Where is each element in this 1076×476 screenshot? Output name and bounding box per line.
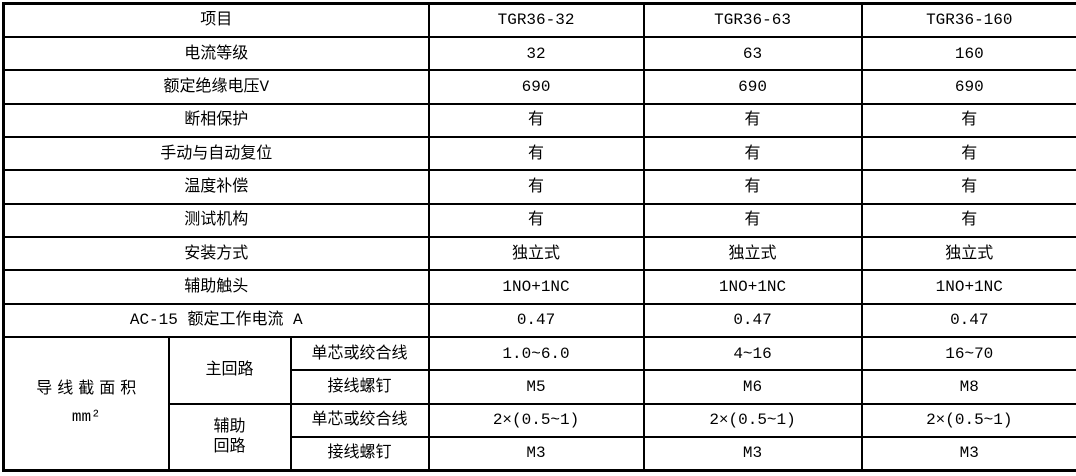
wire-type-label: 单芯或绞合线 (289, 335, 430, 372)
model-header-tgr36-160: TGR36-160 (860, 2, 1076, 38)
value-cell: 有 (642, 135, 863, 172)
wire-section-unit: mm² (71, 408, 101, 427)
table-row-header: 项目 TGR36-32 TGR36-63 TGR36-160 (2, 2, 1076, 38)
screw-label: 接线螺钉 (289, 435, 430, 472)
model-header-tgr36-32: TGR36-32 (427, 2, 645, 38)
value-cell: 独立式 (860, 235, 1076, 272)
table-row-aux-screw: 接线螺钉 M3 M3 M3 (4, 435, 1076, 472)
screw-label: 接线螺钉 (289, 369, 430, 405)
value-cell: 0.47 (427, 302, 645, 338)
row-label: 电流等级 (2, 35, 430, 72)
row-label-item: 项目 (2, 2, 430, 38)
model-header-tgr36-63: TGR36-63 (642, 2, 863, 38)
table-row-mounting-type: 安装方式 独立式 独立式 独立式 (2, 235, 1076, 272)
value-cell: 独立式 (427, 235, 645, 272)
value-cell: 有 (860, 102, 1076, 138)
value-cell: 32 (427, 35, 645, 72)
value-cell: 有 (642, 169, 863, 205)
value-cell: 有 (642, 102, 863, 138)
value-cell: 1NO+1NC (642, 269, 863, 305)
table-row-ac15-rated-current: AC-15 额定工作电流 A 0.47 0.47 0.47 (2, 302, 1076, 338)
value-cell: 1.0~6.0 (427, 335, 645, 372)
value-cell: 690 (427, 69, 645, 105)
value-cell: 2×(0.5~1) (860, 402, 1076, 438)
row-label: 安装方式 (2, 235, 430, 272)
value-cell: 1NO+1NC (860, 269, 1076, 305)
row-label: AC-15 额定工作电流 A (2, 302, 430, 338)
value-cell: M5 (427, 369, 645, 405)
wire-type-label: 单芯或绞合线 (289, 402, 430, 438)
table-row-temperature-compensation: 温度补偿 有 有 有 (2, 169, 1076, 205)
wire-section-title: 导线截面积 (36, 380, 142, 399)
table-row-manual-auto-reset: 手动与自动复位 有 有 有 (2, 135, 1076, 172)
value-cell: 690 (642, 69, 863, 105)
row-label: 额定绝缘电压V (2, 69, 430, 105)
value-cell: 4~16 (642, 335, 863, 372)
table-row-current-rating: 电流等级 32 63 160 (2, 35, 1076, 72)
value-cell: 有 (427, 135, 645, 172)
row-label: 辅助触头 (2, 269, 430, 305)
row-label: 温度补偿 (2, 169, 430, 205)
table-row-insulation-voltage: 额定绝缘电压V 690 690 690 (2, 69, 1076, 105)
value-cell: 有 (860, 135, 1076, 172)
row-label: 断相保护 (2, 102, 430, 138)
value-cell: 0.47 (642, 302, 863, 338)
table-row-main-screw: 接线螺钉 M5 M6 M8 (4, 369, 1076, 405)
table-row-phase-failure-protection: 断相保护 有 有 有 (2, 102, 1076, 138)
table-row-test-mechanism: 测试机构 有 有 有 (2, 202, 1076, 238)
value-cell: M3 (860, 435, 1076, 472)
value-cell: 有 (427, 169, 645, 205)
value-cell: 有 (642, 202, 863, 238)
value-cell: M3 (642, 435, 863, 472)
value-cell: 有 (427, 102, 645, 138)
value-cell: 0.47 (860, 302, 1076, 338)
value-cell: 2×(0.5~1) (427, 402, 645, 438)
value-cell: 1NO+1NC (427, 269, 645, 305)
value-cell: 有 (427, 202, 645, 238)
row-label: 手动与自动复位 (2, 135, 430, 172)
wire-section-group-label: 导线截面积 mm² (2, 335, 170, 472)
value-cell: M8 (860, 369, 1076, 405)
aux-circuit-line1: 辅助 (213, 417, 246, 436)
value-cell: 160 (860, 35, 1076, 72)
table-row-aux-wire: 辅助 回路 单芯或绞合线 2×(0.5~1) 2×(0.5~1) 2×(0.5~… (4, 402, 1076, 472)
value-cell: M6 (642, 369, 863, 405)
row-label: 测试机构 (2, 202, 430, 238)
value-cell: 有 (860, 169, 1076, 205)
value-cell: 2×(0.5~1) (642, 402, 863, 438)
table-row-main-wire: 导线截面积 mm² 主回路 单芯或绞合线 1.0~6.0 4~16 16~70 (2, 335, 1076, 472)
value-cell: 有 (860, 202, 1076, 238)
value-cell: 63 (642, 35, 863, 72)
aux-circuit-line2: 回路 (213, 437, 246, 456)
value-cell: 独立式 (642, 235, 863, 272)
value-cell: 690 (860, 69, 1076, 105)
value-cell: M3 (427, 435, 645, 472)
main-circuit-label: 主回路 (167, 335, 292, 405)
aux-circuit-label: 辅助 回路 (167, 402, 292, 472)
table-row-auxiliary-contacts: 辅助触头 1NO+1NC 1NO+1NC 1NO+1NC (2, 269, 1076, 305)
value-cell: 16~70 (860, 335, 1076, 372)
